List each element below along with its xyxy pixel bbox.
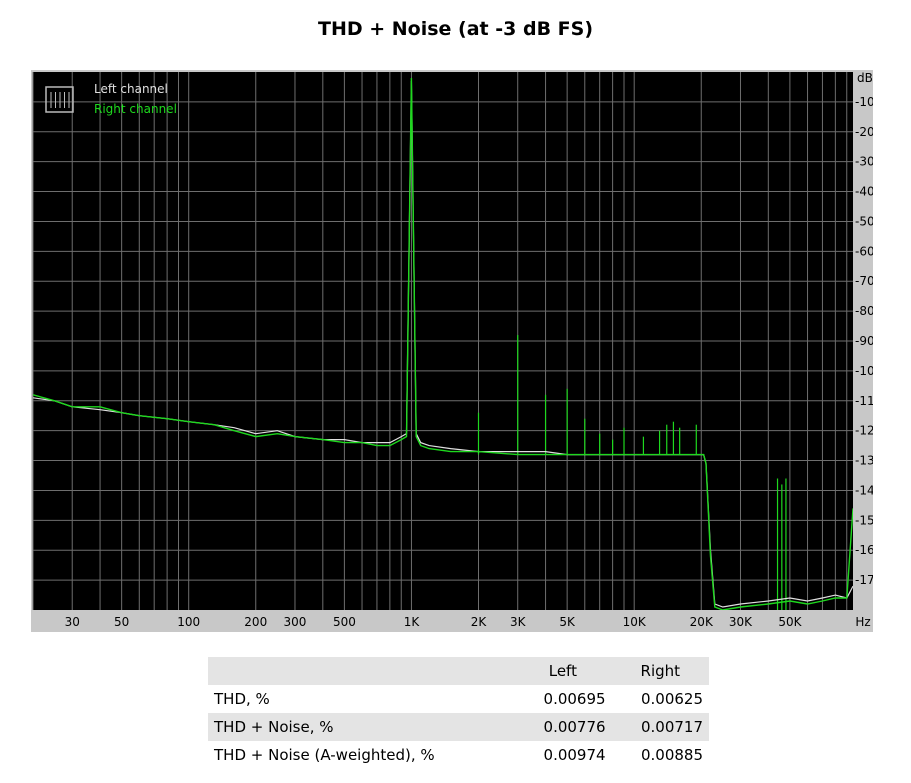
- y-tick-label: -160: [855, 543, 873, 557]
- y-tick-label: -110: [855, 394, 873, 408]
- x-tick-label: 10K: [623, 615, 647, 629]
- row-right-value: 0.00625: [611, 685, 709, 713]
- y-tick-label: -60: [855, 244, 873, 258]
- row-label: THD + Noise, %: [208, 713, 515, 741]
- y-tick-label: -10: [855, 95, 873, 109]
- x-tick-label: 50: [114, 615, 129, 629]
- table-row: THD, % 0.00695 0.00625: [208, 685, 709, 713]
- x-tick-label: 30: [65, 615, 80, 629]
- y-tick-label: -40: [855, 185, 873, 199]
- x-tick-label: 3K: [510, 615, 527, 629]
- table-row: THD + Noise (A-weighted), % 0.00974 0.00…: [208, 741, 709, 769]
- x-tick-label: 2K: [471, 615, 488, 629]
- x-tick-label: 300: [284, 615, 307, 629]
- legend-entry-left: Left channel: [94, 82, 168, 96]
- row-right-value: 0.00717: [611, 713, 709, 741]
- header-cell-empty: [208, 657, 515, 685]
- header-cell-right: Right: [611, 657, 709, 685]
- y-tick-label: -70: [855, 274, 873, 288]
- y-tick-label: -100: [855, 364, 873, 378]
- header-cell-left: Left: [514, 657, 612, 685]
- table-row: THD + Noise, % 0.00776 0.00717: [208, 713, 709, 741]
- results-table: Left Right THD, % 0.00695 0.00625 THD + …: [208, 657, 709, 769]
- y-unit-label: dB: [857, 71, 873, 85]
- x-tick-label: 30K: [729, 615, 753, 629]
- x-unit-label: Hz: [855, 615, 870, 629]
- x-tick-label: 500: [333, 615, 356, 629]
- y-tick-label: -50: [855, 214, 873, 228]
- x-tick-label: 5K: [559, 615, 576, 629]
- chart-title: THD + Noise (at -3 dB FS): [317, 18, 594, 40]
- row-left-value: 0.00695: [514, 685, 612, 713]
- row-left-value: 0.00974: [514, 741, 612, 769]
- y-tick-label: -80: [855, 304, 873, 318]
- x-tick-label: 50K: [778, 615, 802, 629]
- x-tick-label: 200: [244, 615, 267, 629]
- table-header-row: Left Right: [208, 657, 709, 685]
- y-tick-label: -30: [855, 155, 873, 169]
- y-tick-label: -170: [855, 573, 873, 587]
- row-right-value: 0.00885: [611, 741, 709, 769]
- y-tick-label: -120: [855, 424, 873, 438]
- y-tick-label: -90: [855, 334, 873, 348]
- series-line-right-channel: [33, 77, 853, 610]
- row-left-value: 0.00776: [514, 713, 612, 741]
- spectrum-chart: 30 50 100 200 300 500 1K 2K 3K 5K 10K 20K 30K 50K Hz dB…: [31, 70, 882, 632]
- x-tick-label: 20K: [690, 615, 714, 629]
- legend-icon: [45, 86, 74, 113]
- row-label: THD + Noise (A-weighted), %: [208, 741, 515, 769]
- x-tick-label: 100: [177, 615, 200, 629]
- spectrum-chart-svg: 30 50 100 200 300 500 1K 2K 3K 5K 10K 20K 30K 50K Hz dB…: [31, 70, 882, 632]
- y-tick-label: -150: [855, 513, 873, 527]
- legend-entry-right: Right channel: [94, 102, 177, 116]
- row-label: THD, %: [208, 685, 515, 713]
- y-tick-label: -20: [855, 125, 873, 139]
- y-tick-label: -130: [855, 454, 873, 468]
- y-tick-label: -140: [855, 483, 873, 497]
- x-tick-label: 1K: [404, 615, 421, 629]
